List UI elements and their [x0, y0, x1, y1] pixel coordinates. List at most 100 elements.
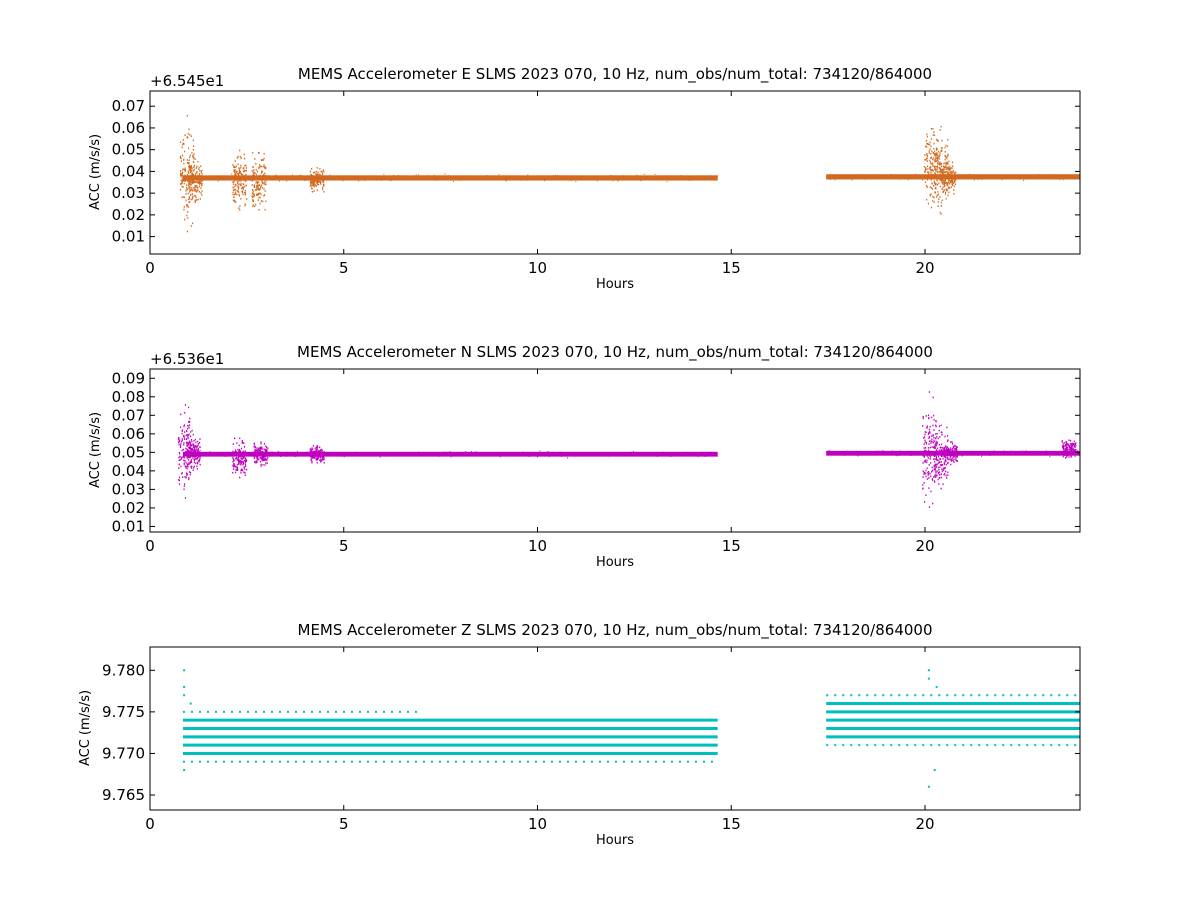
data-point — [428, 454, 430, 456]
data-point — [926, 155, 929, 157]
data-point — [472, 454, 474, 456]
data-point — [261, 457, 263, 460]
data-point — [323, 454, 325, 456]
data-point — [953, 189, 955, 192]
data-point — [949, 449, 951, 451]
data-point — [180, 413, 182, 416]
data-point — [295, 455, 297, 457]
data-point — [264, 178, 266, 180]
data-point — [244, 204, 246, 207]
data-point — [952, 169, 954, 172]
data-point — [314, 175, 316, 178]
data-point — [1066, 453, 1068, 455]
data-point — [320, 175, 322, 177]
data-point — [189, 177, 191, 180]
data-point — [241, 177, 243, 179]
data-point — [197, 442, 199, 445]
data-point — [352, 453, 354, 455]
data-point — [244, 457, 247, 459]
data-point — [192, 161, 195, 163]
data-point — [190, 448, 193, 450]
data-point — [928, 471, 930, 473]
data-point — [937, 174, 939, 177]
data-point — [316, 458, 319, 461]
data-point — [194, 453, 196, 456]
data-point — [181, 182, 183, 185]
data-point — [1062, 443, 1064, 445]
data-point — [358, 455, 360, 457]
data-point — [929, 166, 931, 169]
data-point — [184, 476, 186, 478]
data-point — [319, 174, 322, 176]
data-point — [187, 211, 189, 213]
data-point — [450, 456, 452, 458]
data-point — [948, 177, 951, 179]
data-point — [436, 177, 438, 179]
data-point — [486, 175, 488, 177]
data-point — [1058, 452, 1060, 454]
data-point — [530, 178, 532, 180]
data-point — [218, 176, 220, 178]
data-point — [505, 452, 507, 454]
data-point — [185, 178, 187, 180]
data-point — [242, 454, 244, 457]
data-point — [185, 450, 187, 453]
data-point — [1027, 176, 1029, 178]
data-point — [1070, 454, 1072, 456]
data-point — [319, 446, 321, 449]
data-point — [255, 454, 257, 457]
burst-5 — [922, 391, 938, 508]
data-point — [244, 472, 246, 474]
data-point — [845, 452, 847, 454]
data-point — [242, 469, 244, 472]
data-point — [349, 175, 351, 177]
data-point — [178, 476, 181, 479]
data-point — [473, 175, 475, 177]
data-point — [927, 471, 929, 474]
data-point — [514, 179, 516, 181]
data-point — [874, 174, 876, 176]
data-point — [396, 454, 398, 456]
data-point — [252, 204, 254, 207]
data-point — [560, 455, 562, 457]
data-point — [644, 455, 646, 457]
data-point — [256, 453, 258, 455]
data-point — [192, 176, 194, 178]
data-point — [244, 461, 247, 464]
data-point — [850, 175, 852, 177]
data-point — [232, 471, 234, 474]
data-point — [948, 180, 950, 182]
data-point — [255, 456, 257, 458]
data-point — [630, 177, 632, 179]
data-point — [397, 453, 399, 455]
data-point — [199, 446, 201, 449]
data-point — [865, 454, 867, 456]
data-point — [183, 177, 185, 180]
data-point — [952, 175, 954, 177]
data-point — [237, 184, 239, 187]
data-point — [319, 183, 322, 185]
data-point — [259, 457, 261, 459]
data-point — [927, 472, 929, 475]
data-point — [256, 188, 258, 191]
data-point — [607, 176, 609, 178]
data-point — [946, 426, 948, 429]
data-point — [195, 188, 197, 191]
data-point — [947, 439, 949, 441]
data-point — [198, 176, 200, 178]
data-point — [629, 452, 631, 454]
data-point — [192, 139, 194, 142]
data-point — [246, 468, 248, 471]
data-point — [260, 453, 262, 455]
data-point — [185, 189, 187, 192]
data-point — [198, 441, 201, 444]
data-point — [322, 181, 324, 183]
data-point — [183, 443, 185, 446]
data-point — [539, 176, 541, 178]
data-point — [486, 453, 488, 455]
data-point — [847, 452, 849, 454]
data-point — [601, 179, 603, 181]
data-point — [310, 180, 312, 182]
data-point — [528, 455, 530, 457]
data-point — [183, 218, 186, 221]
